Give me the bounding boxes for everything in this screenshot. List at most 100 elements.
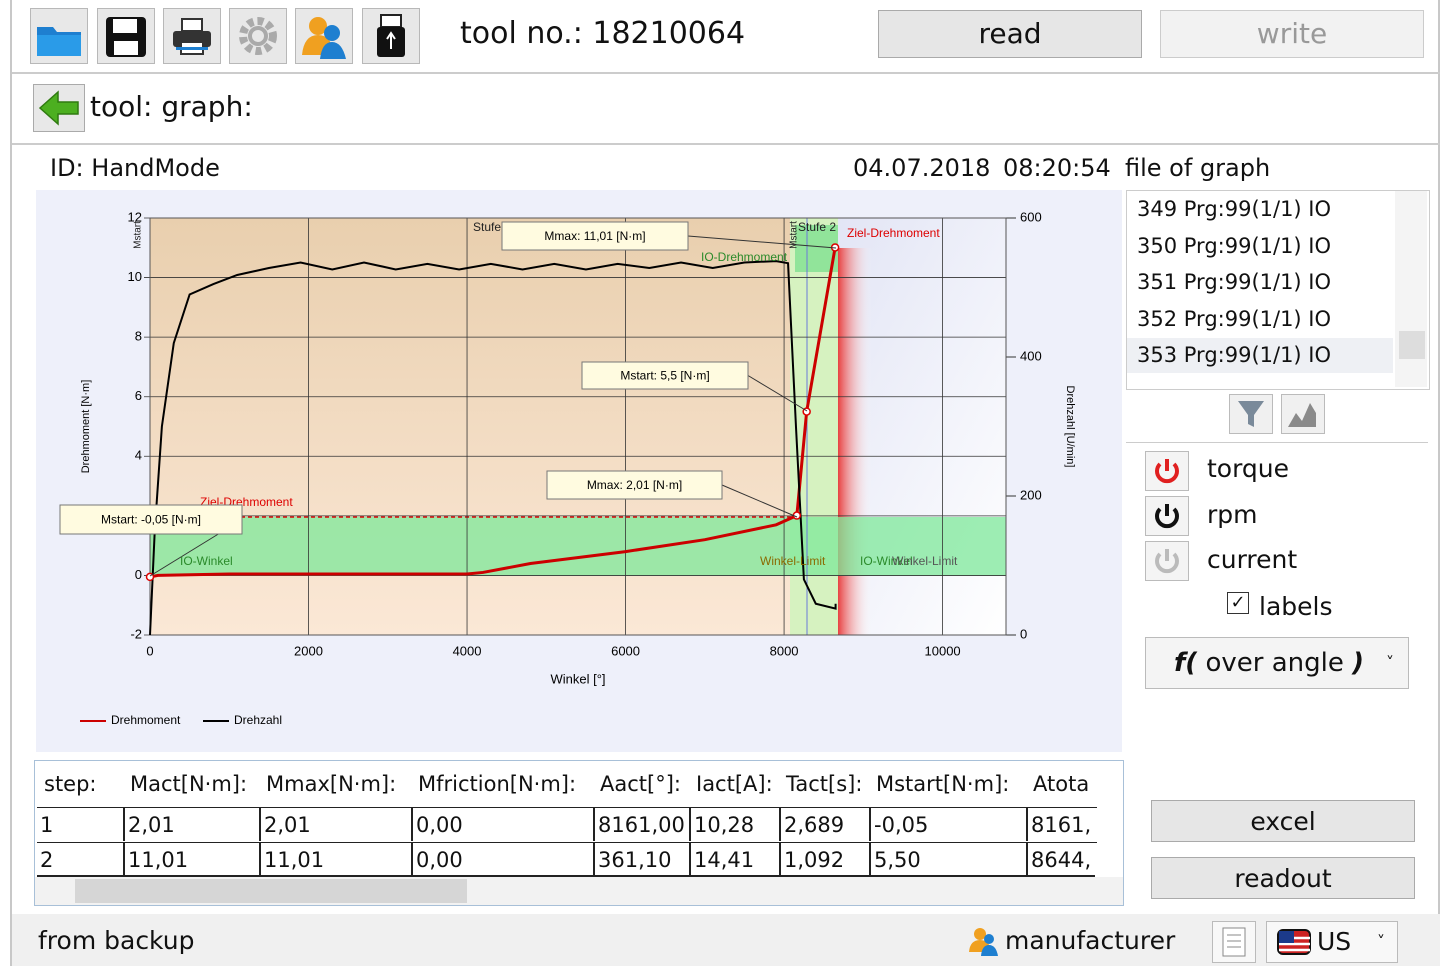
scrollbar[interactable]: [1395, 191, 1427, 387]
legend-label: Drehzahl: [234, 713, 282, 727]
log-button[interactable]: [1212, 921, 1256, 963]
torque-toggle[interactable]: [1145, 451, 1189, 491]
user-icon-small: [966, 924, 1002, 962]
table-header: Mmax[N·m]:: [266, 772, 397, 796]
open-icon[interactable]: [30, 8, 88, 64]
y-tick-label: 0: [135, 567, 142, 582]
annotation: Mstart: -0,05 [N·m]: [101, 513, 201, 527]
settings-icon[interactable]: [229, 8, 287, 64]
annotation: Mstart: [133, 221, 144, 249]
table-cell: 0,00: [411, 807, 593, 841]
x-tick-label: 10000: [925, 643, 961, 658]
mode-text: over angle: [1197, 648, 1353, 678]
annotation-box: [581, 361, 749, 390]
file-item[interactable]: 353 Prg:99(1/1) IO: [1127, 338, 1393, 373]
language-label: US: [1317, 927, 1352, 956]
graph-time: 08:20:54: [1003, 154, 1111, 182]
annotation: Mstart: 5,5 [N·m]: [620, 369, 709, 383]
table-cell: 11,01: [123, 842, 259, 876]
mode-suffix: ): [1352, 648, 1365, 678]
table-cell: 2: [37, 842, 123, 876]
separator: [1126, 442, 1428, 443]
separator: [12, 143, 1440, 145]
table-header: Tact[s]:: [786, 772, 863, 796]
annotation: IO-Winkel: [860, 554, 913, 568]
table-cell: 0,00: [411, 842, 593, 876]
graph-button[interactable]: [1281, 394, 1325, 434]
io-angle-region: [150, 517, 1006, 576]
language-dropdown[interactable]: US ˅: [1266, 921, 1398, 963]
plot-border: [149, 217, 1007, 636]
table-cell: 8161,00: [593, 807, 689, 841]
annotation: Winkel-Limit: [892, 554, 958, 568]
frame: [10, 0, 1440, 966]
annotation: IO-Winkel: [180, 554, 233, 568]
usb-icon[interactable]: [362, 8, 420, 64]
y2-tick-label: 600: [1020, 209, 1042, 224]
table-cell: 8161,: [1026, 807, 1097, 841]
table-header: Mact[N·m]:: [130, 772, 248, 796]
table-cell: 5,50: [869, 842, 1026, 876]
annotation: Winkel-Limit: [760, 554, 826, 568]
filter-button[interactable]: [1229, 394, 1273, 434]
labels-checkbox[interactable]: ✓: [1227, 592, 1249, 614]
annotation-box: [59, 504, 243, 535]
mode-prefix: f(: [1174, 648, 1198, 678]
table-header: Mfriction[N·m]:: [418, 772, 577, 796]
table-line: [37, 875, 1095, 877]
annotation: IO-Drehmoment: [701, 250, 788, 264]
file-item[interactable]: 351 Prg:99(1/1) IO: [1137, 270, 1332, 294]
status-bar: [12, 914, 1440, 966]
table-cell: -0,05: [869, 807, 1026, 841]
annotation: Mmax: 11,01 [N·m]: [544, 229, 645, 243]
graph-id: ID: HandMode: [50, 154, 220, 182]
table-cell: 11,01: [259, 842, 411, 876]
y-tick-label: 8: [135, 329, 142, 344]
y-tick-label: 12: [128, 209, 142, 224]
y2-tick-label: 0: [1020, 626, 1027, 641]
current-label: current: [1207, 545, 1298, 574]
annotation: Mstart: [789, 221, 800, 249]
file-list: 349 Prg:99(1/1) IO 350 Prg:99(1/1) IO 351 …: [1126, 190, 1430, 390]
current-toggle[interactable]: [1145, 541, 1189, 581]
annotation: Stufe 2: [798, 220, 836, 234]
torque-label: torque: [1207, 454, 1290, 483]
mode-dropdown[interactable]: f( over angle ) ˅: [1145, 637, 1409, 689]
user-icon[interactable]: [295, 8, 353, 64]
table-cell: 2,01: [259, 807, 411, 841]
user-label: manufacturer: [1005, 926, 1176, 955]
write-button[interactable]: write: [1160, 10, 1424, 58]
x-tick-label: 2000: [294, 643, 323, 658]
separator: [12, 72, 1440, 74]
tool-number: tool no.: 18210064: [460, 16, 746, 51]
table-header: step:: [44, 772, 97, 796]
annotation: Mmax: 2,01 [N·m]: [587, 478, 682, 492]
excel-button[interactable]: excel: [1151, 800, 1415, 842]
file-item[interactable]: 350 Prg:99(1/1) IO: [1137, 233, 1332, 258]
print-icon[interactable]: [163, 8, 221, 64]
source-label: from backup: [38, 926, 195, 955]
y-tick-label: -2: [130, 626, 142, 641]
y-axis-label: Drehmoment [N·m]: [80, 380, 92, 474]
x-tick-label: 4000: [453, 643, 482, 658]
y2-tick-label: 400: [1020, 348, 1042, 363]
file-item[interactable]: 352 Prg:99(1/1) IO: [1137, 306, 1332, 331]
limit-region: [838, 248, 872, 635]
y2-tick-label: 200: [1020, 487, 1042, 502]
rpm-toggle[interactable]: [1145, 496, 1189, 536]
x-tick-label: 8000: [770, 643, 799, 658]
table-header: Aact[°]:: [600, 772, 681, 796]
file-label: file of graph: [1125, 154, 1271, 182]
readout-button[interactable]: readout: [1151, 857, 1415, 899]
read-button[interactable]: read: [878, 10, 1142, 58]
y-tick-label: 6: [135, 388, 142, 403]
legend-label: Drehmoment: [111, 713, 181, 727]
table-cell: 14,41: [689, 842, 779, 876]
annotation: Ziel-Drehmoment: [847, 226, 940, 240]
file-item[interactable]: 349 Prg:99(1/1) IO: [1137, 197, 1332, 221]
h-scroll-thumb: [75, 879, 467, 903]
back-button[interactable]: [33, 84, 85, 132]
graph-date: 04.07.2018: [853, 154, 991, 182]
save-icon[interactable]: [97, 8, 155, 64]
